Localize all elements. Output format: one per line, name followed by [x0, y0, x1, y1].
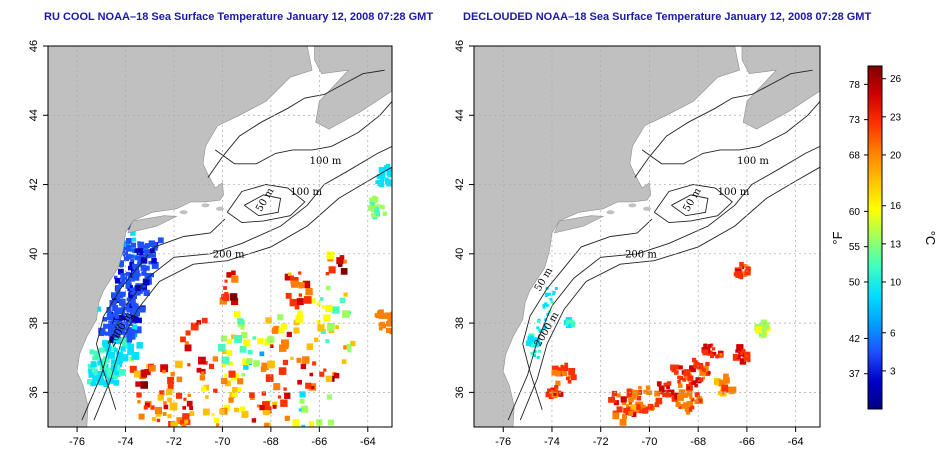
y-tick-label: 42 [28, 178, 40, 190]
isobath-line [671, 194, 709, 217]
island [628, 203, 637, 208]
celsius-tick-label: 6 [890, 328, 896, 339]
isobath-label: 100 m [290, 187, 322, 198]
fahrenheit-tick-label: 37 [849, 369, 861, 380]
isobath-line [641, 101, 820, 165]
x-tick-label: -74 [544, 436, 560, 448]
fahrenheit-tick-label: 60 [849, 207, 861, 218]
y-tick-label: 44 [454, 109, 466, 121]
x-tick-label: -72 [593, 436, 609, 448]
isobath-label: 100 m [737, 156, 769, 167]
isobaths [81, 69, 392, 421]
y-tick-label: 38 [454, 317, 466, 329]
land-mass [48, 46, 313, 427]
celsius-tick-label: 16 [890, 201, 902, 212]
isobath-line [519, 166, 820, 421]
fahrenheit-tick-label: 68 [849, 150, 861, 161]
celsius-tick-label: 13 [890, 239, 902, 250]
sst-field [525, 261, 771, 426]
x-tick-label: -68 [690, 436, 706, 448]
land-mass [474, 46, 740, 427]
x-tick-label: -66 [311, 436, 327, 448]
y-tick-label: 38 [28, 317, 40, 329]
x-tick-label: -72 [166, 436, 182, 448]
x-tick-label: -64 [788, 436, 804, 448]
x-tick-label: -64 [360, 436, 376, 448]
isobath-line [96, 218, 226, 410]
y-tick-label: 46 [28, 40, 40, 52]
celsius-unit-label: °C [923, 231, 938, 246]
x-tick-label: -70 [641, 436, 657, 448]
celsius-tick-label: 26 [890, 74, 902, 85]
panel-1-title: RU COOL NOAA–18 Sea Surface Temperature … [44, 11, 434, 23]
isobath-line [653, 184, 733, 224]
x-tick-label: -68 [263, 436, 279, 448]
gridlines [48, 46, 392, 427]
x-tick-label: -76 [495, 436, 511, 448]
celsius-tick-label: 23 [890, 112, 902, 123]
panel-2-title: DECLOUDED NOAA–18 Sea Surface Temperatur… [463, 11, 872, 23]
map-frame [47, 45, 393, 428]
map-frame [473, 45, 821, 428]
island [643, 206, 651, 211]
fahrenheit-unit-label: °F [830, 231, 845, 244]
y-tick-label: 44 [28, 109, 40, 121]
land-long-island [127, 215, 178, 234]
y-tick-label: 46 [454, 40, 466, 52]
isobaths [507, 69, 820, 421]
celsius-tick-label: 10 [890, 277, 902, 288]
isobath-label: 200 m [625, 249, 657, 260]
isobath-label: 100 m [718, 187, 750, 198]
fahrenheit-tick-label: 55 [849, 242, 861, 253]
land-nova-scotia [314, 46, 392, 130]
y-tick-label: 36 [28, 386, 40, 398]
fahrenheit-tick-label: 42 [849, 334, 861, 345]
island [606, 210, 615, 215]
land-nova-scotia [741, 46, 820, 130]
y-tick-label: 42 [454, 178, 466, 190]
land-long-island [553, 215, 605, 234]
isobath-line [634, 69, 813, 178]
colorbar: 26 23 20 16 13 10 6 3 78 73 68 60 55 50 42 37 °F °C [830, 65, 938, 410]
y-tick-label: 40 [454, 248, 466, 260]
isobath-line [214, 101, 392, 165]
isobath-label: 100 m [310, 156, 342, 167]
fahrenheit-tick-label: 73 [849, 115, 861, 126]
isobath-line [522, 218, 653, 410]
x-tick-label: -66 [739, 436, 755, 448]
y-tick-label: 36 [454, 386, 466, 398]
colorbar-gradient [867, 65, 883, 410]
x-tick-label: -76 [69, 436, 85, 448]
isobath-line [81, 145, 392, 421]
isobath-line [507, 145, 820, 421]
x-tick-label: -74 [118, 436, 134, 448]
celsius-tick-label: 3 [890, 366, 896, 377]
island [216, 206, 224, 211]
isobath-line [243, 194, 282, 217]
island [179, 210, 188, 215]
gridlines [474, 46, 820, 427]
celsius-tick-label: 20 [890, 150, 902, 161]
x-tick-label: -70 [214, 436, 230, 448]
isobath-line [93, 166, 392, 421]
fahrenheit-tick-label: 78 [849, 80, 861, 91]
y-tick-label: 40 [28, 248, 40, 260]
fahrenheit-tick-label: 50 [849, 277, 861, 288]
isobath-label: 200 m [213, 249, 245, 260]
island [201, 203, 210, 208]
isobath-line [207, 69, 385, 178]
isobath-line [226, 184, 306, 224]
